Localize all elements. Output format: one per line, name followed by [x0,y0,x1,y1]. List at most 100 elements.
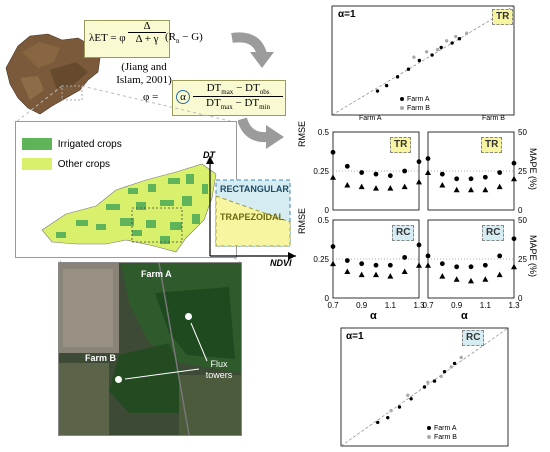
tr-right-panel-mape-point [439,182,446,188]
rc-right-panel-right-tick: 25 [518,255,527,264]
curved-arrow-icon [238,117,284,149]
formula-lhs: λET = φ [89,32,126,44]
rc-left-panel-rmse-point [402,255,408,260]
bottom-scatter-point-farm-a [422,385,427,389]
tag-rc-right: RC [482,225,505,241]
top-scatter-point-farm-b [464,31,469,35]
dt-axis-label: DT [203,150,215,160]
x-right-label: Farm B [482,115,505,122]
bottom-scatter-point-farm-b [449,365,453,369]
alpha-label-top: α=1 [338,9,356,20]
top-scatter-point-farm-a [430,53,434,57]
rc-left-panel-left-tick: 0 [325,294,330,303]
tr-left-panel-left-tick: 0 [325,206,330,215]
top-scatter-point-farm-b [435,47,440,52]
rmse-label-top: RMSE [297,120,307,147]
formula-num: Δ [143,20,151,32]
rc-left-panel-x-tick: 1.3 [413,301,425,310]
tr-right-panel-right-tick: 25 [518,167,527,176]
ndvi-axis-label: NDVI [270,258,292,268]
tag-tr-top: TR [492,9,514,25]
bottom-scatter-point-farm-b [406,393,410,397]
top-scatter-point-farm-a [417,58,422,63]
tr-left-panel-mape-point [416,178,422,185]
rc-right-panel-rmse-point [511,236,517,242]
tr-left-panel-rmse-point [330,149,336,155]
tr-left-panel-mape-point [401,183,408,190]
tr-left-panel-rmse-point [416,159,422,165]
alpha-circle: α [176,90,190,104]
rc-right-panel-mape-point [482,276,489,282]
tr-right-panel-right-tick: 0 [518,206,523,215]
tr-left-panel-rmse-point [359,170,365,175]
tr-left-panel-rmse-point [373,171,379,177]
alpha-label-bottom: α=1 [346,331,364,342]
bottom-scatter-point-farm-a [442,369,447,374]
tag-rc-left: RC [392,225,415,241]
rc-left-panel-x-tick: 0.7 [327,301,339,310]
tr-left-panel-mape-point [344,182,351,188]
tr-right-panel-rmse-point [482,174,488,180]
farm-a-label: Farm A [141,269,172,279]
tag-tr-left: TR [390,137,412,153]
top-scatter-point-farm-a [450,41,454,45]
mape-label-bottom: MAPE (%) [528,235,538,278]
rc-right-panel-x-tick: 0.9 [451,301,463,310]
trapezoidal-label: TRAPEZOIDAL [220,212,284,222]
curved-arrow-icon [231,32,274,68]
trapezoid-diagram [206,156,296,260]
tr-right-panel-right-tick: 50 [518,128,527,137]
tr-right-panel-mape-point [468,186,474,193]
tr-left-panel-rmse-point [387,173,393,179]
rc-left-panel-x-tick: 1.1 [385,301,397,310]
tr-right-panel-rmse-point [425,156,431,161]
rc-right-panel-mape-point [468,277,474,284]
tr-left-panel-rmse-point [344,163,350,169]
rmse-label-bottom: RMSE [297,207,307,234]
top-scatter-point-farm-b [412,55,416,59]
rc-right-panel-mape-point [496,271,503,278]
rc-right-panel-mape-point [425,262,431,268]
bottom-scatter-point-farm-b [426,380,430,384]
rc-right-panel-rmse-point [454,264,460,270]
rc-right-panel-x-tick: 1.3 [508,301,520,310]
top-scatter-one-to-one-line [331,5,515,116]
x-left-label: Farm A [359,115,382,122]
tr-right-panel-mape-point [453,186,460,193]
tr-right-panel-mape-point [496,183,503,190]
satellite-fields [59,263,241,435]
rc-right-panel-mape-point [453,276,460,282]
landuse-map [41,163,217,253]
rc-left-panel-rmse-point [330,244,336,249]
rc-right-panel-rmse-point [468,264,474,270]
other-swatch [22,158,52,170]
rc-left-panel-rmse-point [344,258,350,263]
legend-irrigated: Irrigated crops [22,138,122,150]
alpha-x-label-right: α [461,310,468,322]
bottom-scatter-legend: Farm A Farm B [427,424,457,442]
tag-rc-bottom: RC [462,330,485,346]
top-scatter-point-farm-a [384,83,389,88]
rc-right-panel-rmse-point [425,253,431,259]
tr-right-panel-mape-point [482,186,489,193]
top-scatter-point-farm-b [454,34,458,39]
rc-right-panel-right-tick: 0 [518,294,523,303]
top-scatter-point-farm-b [444,39,449,43]
rc-left-panel-mape-point [387,273,394,279]
tower-b-marker [115,376,122,383]
farm-b-label: Farm B [85,353,117,363]
top-scatter-point-farm-a [406,67,411,71]
tr-right-panel-rmse-point [497,170,503,175]
tr-left-panel-rmse-point [402,168,408,174]
rc-left-panel-mape-point [416,262,422,268]
island-map [5,33,101,115]
tr-left-panel-mape-point [373,185,379,191]
rc-right-panel-right-tick: 50 [518,216,527,225]
bottom-scatter-point-farm-a [397,405,402,409]
tr-left-panel-mape-point [330,174,336,180]
rc-left-panel-left-tick: 0.25 [313,255,329,264]
tr-right-panel-mape-point [425,169,431,176]
bottom-scatter-point-farm-b [439,374,443,379]
bottom-scatter-point-farm-a [376,420,380,425]
mape-label-top: MAPE (%) [528,148,538,191]
